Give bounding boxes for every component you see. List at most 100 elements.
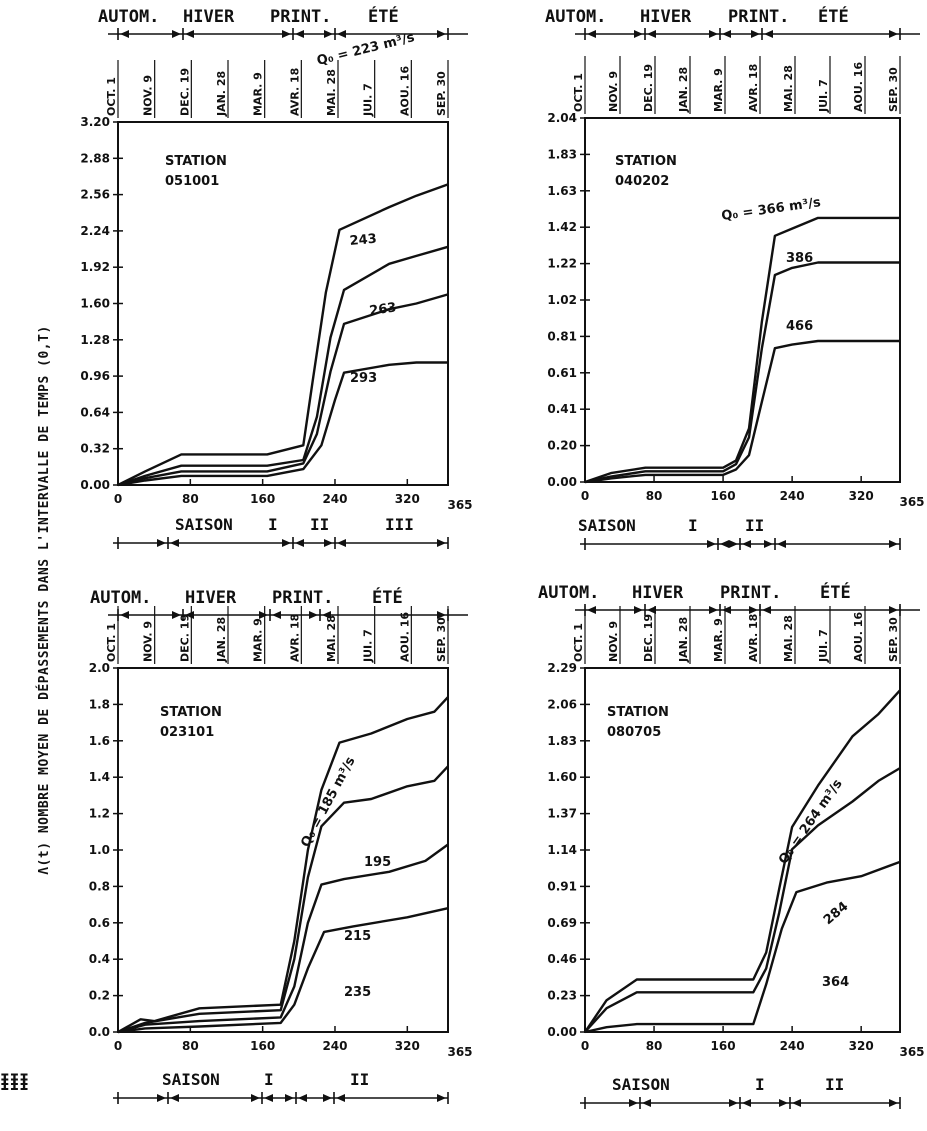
saison-arrow [720,540,729,548]
saison-label: SAISON [175,515,233,534]
series-label: 364 [822,975,849,990]
x-tick-label: 0 [114,1039,122,1053]
date-label: NOV. 9 [607,621,620,662]
season-header-arrow [172,30,181,38]
series-line [584,860,901,1034]
y-tick-label: 1.0 [89,843,110,857]
season-header-label: AUTOM. [98,7,159,27]
y-tick-label: 1.60 [547,770,577,784]
date-label: MAR. 9 [252,618,265,662]
y-tick-label: 2.29 [547,661,577,675]
saison-arrow [437,539,446,547]
x-tick-label: 365 [447,1045,472,1059]
season-header-label: ÉTÉ [820,581,851,603]
date-label: SEP. 30 [435,71,448,116]
season-header-arrow [889,30,898,38]
station-label: STATION [607,705,669,720]
season-header-label: AUTOM. [90,588,151,608]
season-header-arrow [751,30,760,38]
series-line [117,183,449,487]
x-tick-label: 320 [395,1039,420,1053]
saison-arrow [251,1094,260,1102]
saison-arrow [729,1099,738,1107]
y-axis-label: Λ(t) NOMBRE MOYEN DE DÉPASSEMENTS DANS L… [36,325,52,875]
date-label: MAI. 28 [325,615,338,662]
season-header-arrow [722,30,731,38]
y-tick-label: 0.00 [80,478,110,492]
y-tick-label: 1.2 [89,807,110,821]
x-tick-label: 80 [182,492,199,506]
saison-roman: I [264,1070,274,1089]
y-tick-label: 1.8 [89,697,110,711]
station-label: STATION [165,154,227,169]
saison-roman: III [0,1070,29,1089]
date-label: AOU. 16 [852,612,865,662]
y-tick-label: 0.46 [547,952,577,966]
saison-arrow [764,540,773,548]
saison-arrow [324,539,333,547]
date-label: OCT. 1 [105,623,118,662]
x-tick-label: 80 [182,1039,199,1053]
date-label: DEC. 19 [642,614,655,662]
station-id: 080705 [607,725,661,740]
saison-arrow [889,1099,898,1107]
series-label: 293 [350,371,377,386]
saison-arrow [707,540,716,548]
saison-roman: II [825,1075,844,1094]
date-label: NOV. 9 [607,71,620,112]
chart-panel-023101: AUTOM. HIVER PRINT. ÉTÉ OCT. 1 NOV. 9 DEC. 19 J… [0,586,473,1104]
series-label: Q₀ = 223 m³/s [315,30,416,69]
date-label: DEC. 19 [178,68,191,116]
season-header-label: HIVER [640,7,692,27]
x-tick-label: 0 [581,489,589,503]
series-label: 263 [368,300,397,319]
x-tick-label: 320 [849,489,874,503]
season-header-label: PRINT. [728,7,789,27]
y-tick-label: 0.6 [89,916,110,930]
y-tick-label: 1.83 [547,147,577,161]
chart-panel-040202: AUTOM. HIVER PRINT. ÉTÉ OCT. 1 NOV. 9 DEC. 19 J… [545,5,925,550]
season-header-label: HIVER [185,588,237,608]
x-tick-label: 160 [711,1039,736,1053]
x-tick-label: 80 [646,1039,663,1053]
date-label: JUI. 7 [817,629,830,663]
saison-roman: I [688,516,698,535]
y-tick-label: 1.42 [547,220,577,234]
season-header-arrow [749,606,758,614]
date-label: JAN. 28 [215,617,228,663]
saison-arrow [742,540,751,548]
series-line [117,293,449,487]
y-tick-label: 3.20 [80,115,110,129]
series-label: 215 [344,929,371,944]
y-tick-label: 0.91 [547,879,577,893]
season-header-arrow [437,611,446,619]
season-header-arrow [322,611,331,619]
date-label: MAR. 9 [252,72,265,116]
season-header-arrow [172,611,181,619]
date-label: AOU. 16 [852,62,865,112]
saison-roman: II [310,515,329,534]
y-tick-label: 1.14 [547,843,577,857]
season-header-arrow [259,611,268,619]
season-header-arrow [185,611,194,619]
saison-arrow [629,1099,638,1107]
date-label: AVR. 18 [747,614,760,662]
saison-arrow [157,539,166,547]
saison-arrow [282,539,291,547]
y-tick-label: 1.60 [80,297,110,311]
saison-arrow [742,1099,751,1107]
date-label: AVR. 18 [288,68,301,116]
season-header-label: HIVER [632,583,684,603]
x-tick-label: 0 [114,492,122,506]
saison-arrow [642,1099,651,1107]
y-tick-label: 0.64 [80,405,110,419]
y-tick-label: 1.6 [89,734,110,748]
saison-label: SAISON [612,1075,670,1094]
saison-arrow [298,1094,307,1102]
date-label: SEP. 30 [887,617,900,662]
season-header-arrow [309,611,318,619]
series-line [117,765,449,1034]
saison-label: SAISON [578,516,636,535]
y-tick-label: 0.41 [547,402,577,416]
season-header-arrow [587,606,596,614]
